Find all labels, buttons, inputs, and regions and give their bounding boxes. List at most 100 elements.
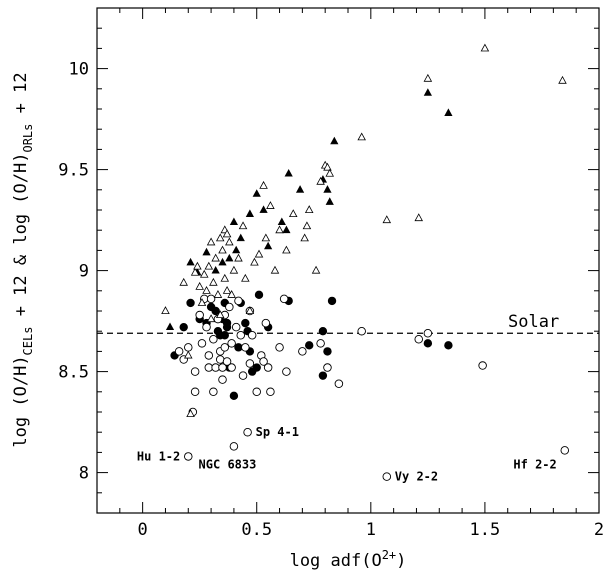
- data-point-filled-triangle: [186, 257, 195, 266]
- data-point-open-triangle: [259, 180, 268, 189]
- data-point-filled-triangle: [211, 265, 220, 274]
- data-point-open-triangle: [206, 237, 216, 246]
- data-point-open-circle: [190, 387, 200, 397]
- x-axis-title: log adf(O2+): [290, 548, 407, 571]
- x-tick-label: 2: [594, 520, 604, 540]
- data-point-open-triangle: [227, 290, 236, 298]
- x-tick-label: 0.5: [241, 520, 272, 540]
- data-point-filled-triangle: [323, 185, 332, 193]
- y-tick-label: 9.5: [58, 161, 89, 181]
- data-point-open-circle: [275, 343, 284, 352]
- data-point-filled-triangle: [165, 322, 175, 331]
- data-point-open-circle: [184, 452, 193, 461]
- x-tick-label: 0: [138, 520, 148, 540]
- y-axis-title-part-1: log (O/H): [11, 355, 31, 447]
- data-point-filled-triangle: [229, 217, 239, 226]
- x-axis: 0 0.5 1 1.5 2: [96, 8, 604, 540]
- data-point-open-triangle: [238, 221, 248, 230]
- data-point-filled-triangle: [252, 189, 261, 197]
- data-point-open-triangle: [300, 233, 309, 242]
- y-tick-label: 9: [79, 262, 89, 282]
- data-point-open-triangle: [206, 314, 216, 323]
- data-point-open-circle: [206, 294, 216, 304]
- data-point-open-triangle: [414, 213, 424, 222]
- data-point-filled-triangle: [264, 241, 273, 250]
- annotation-label: Hu 1-2: [137, 449, 180, 463]
- data-point-open-triangle: [193, 261, 202, 270]
- data-point-open-triangle: [275, 225, 284, 234]
- data-point-open-triangle: [215, 310, 225, 319]
- data-point-filled-triangle: [245, 209, 254, 217]
- data-point-open-triangle: [254, 249, 264, 258]
- data-point-open-triangle: [234, 253, 243, 262]
- data-point-open-circle: [259, 357, 268, 366]
- data-point-filled-triangle: [444, 108, 453, 116]
- data-point-filled-triangle: [330, 136, 339, 145]
- data-point-open-circle: [298, 347, 307, 356]
- annotation-label: Sp 4-1: [256, 425, 299, 439]
- data-point-open-triangle: [195, 281, 204, 290]
- data-point-open-triangle: [211, 253, 220, 262]
- data-point-filled-circle: [254, 290, 264, 300]
- data-point-open-circle: [195, 310, 204, 320]
- data-point-open-circle: [282, 367, 291, 376]
- data-point-open-circle: [234, 296, 243, 306]
- x-tick-label: 1.5: [470, 520, 501, 540]
- data-point-open-circle: [231, 322, 241, 332]
- data-point-filled-triangle: [284, 169, 293, 177]
- data-point-open-circle: [238, 371, 248, 380]
- data-point-open-circle: [423, 328, 433, 338]
- data-point-open-triangle: [382, 215, 392, 224]
- data-point-open-triangle: [357, 132, 366, 141]
- data-point-open-triangle: [220, 273, 230, 282]
- data-point-open-triangle: [225, 237, 234, 246]
- data-point-filled-triangle: [225, 253, 234, 262]
- data-point-open-triangle: [186, 409, 195, 418]
- data-point-open-triangle: [204, 261, 214, 270]
- data-point-open-circle: [190, 367, 200, 376]
- data-point-open-triangle: [161, 306, 170, 314]
- data-point-open-triangle: [323, 162, 332, 171]
- data-point-open-circle: [241, 343, 250, 352]
- data-point-filled-circle: [229, 391, 239, 401]
- data-point-open-triangle: [241, 273, 250, 282]
- data-point-open-triangle: [199, 269, 209, 278]
- x-axis-title-superscript: 2+: [382, 548, 396, 562]
- data-point-open-circle: [261, 318, 271, 328]
- y-tick-label: 10: [69, 60, 89, 80]
- data-point-filled-circle: [179, 322, 188, 332]
- y-axis-title-part-3: + 12: [11, 72, 31, 123]
- data-point-open-triangle: [222, 229, 232, 238]
- data-point-open-triangle: [423, 73, 433, 82]
- x-axis-title-close: ): [396, 551, 406, 571]
- data-point-open-circle: [478, 361, 487, 370]
- data-point-open-circle: [560, 446, 570, 455]
- data-point-open-circle: [357, 326, 366, 336]
- data-point-open-circle: [209, 387, 218, 397]
- data-point-open-circle: [316, 339, 325, 348]
- data-point-filled-triangle: [232, 245, 241, 254]
- data-point-open-circle: [279, 294, 289, 304]
- data-point-open-triangle: [302, 221, 312, 230]
- data-point-open-circle: [252, 387, 261, 397]
- data-point-open-triangle: [218, 245, 227, 254]
- data-point-filled-triangle: [202, 247, 211, 256]
- data-point-open-circle: [174, 347, 184, 356]
- data-point-open-triangle: [266, 201, 275, 209]
- data-point-open-triangle: [270, 265, 280, 274]
- data-point-filled-circle: [220, 331, 229, 340]
- data-point-open-circle: [204, 351, 214, 360]
- data-point-filled-triangle: [218, 257, 227, 266]
- y-axis-title-sub-cels: CELs: [21, 327, 35, 356]
- data-point-filled-triangle: [295, 185, 305, 193]
- data-point-open-triangle: [190, 267, 200, 276]
- y-axis: 8 8.5 9 9.5 10: [58, 7, 599, 514]
- data-point-filled-circle: [252, 363, 261, 372]
- data-point-open-circle: [245, 359, 255, 368]
- data-point-filled-circle: [305, 341, 314, 350]
- plot-frame: [96, 7, 600, 514]
- y-axis-title-sub-orls: ORLs: [21, 124, 35, 153]
- data-point-filled-circle: [211, 306, 220, 316]
- data-point-open-circle: [202, 322, 211, 332]
